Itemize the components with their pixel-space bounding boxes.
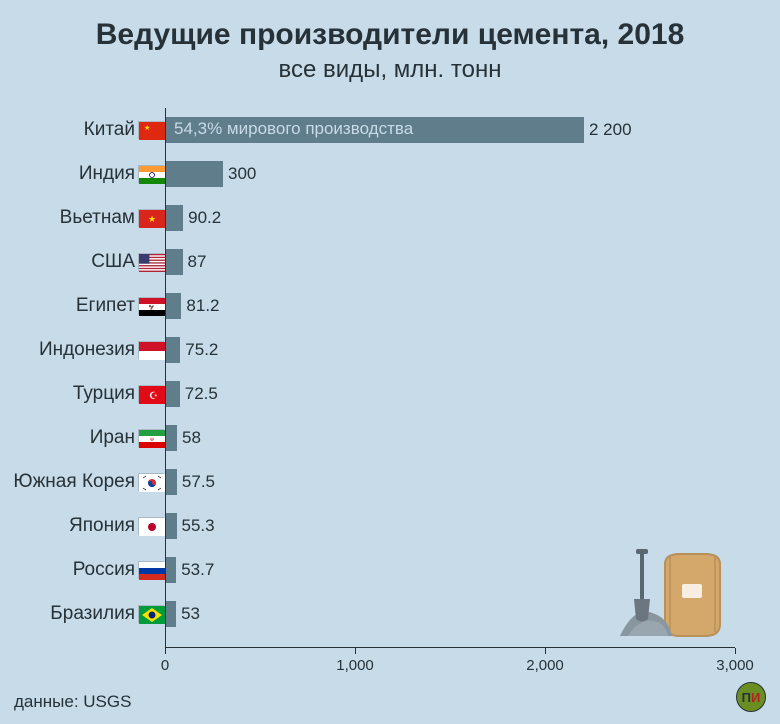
bar xyxy=(166,337,180,363)
bar xyxy=(166,557,176,583)
bar xyxy=(166,205,183,231)
chart-container: Ведущие производители цемента, 2018 все … xyxy=(0,0,780,724)
country-label: Бразилия xyxy=(5,592,135,636)
bar-value-label: 53 xyxy=(181,604,200,624)
bar-value-label: 81.2 xyxy=(186,296,219,316)
data-source: данные: USGS xyxy=(14,692,131,712)
flag-icon xyxy=(138,165,164,183)
country-label: Турция xyxy=(5,372,135,416)
bar-row: 300 xyxy=(165,152,735,196)
logo-char2: И xyxy=(751,690,760,705)
flag-icon: ☫ xyxy=(138,429,164,447)
bar-value-label: 2 200 xyxy=(589,120,632,140)
x-tick xyxy=(545,648,546,654)
bar xyxy=(166,513,177,539)
bar-row: 75.2 xyxy=(165,328,735,372)
x-tick-label: 0 xyxy=(161,657,169,674)
bar xyxy=(166,601,176,627)
bar-row: 57.5 xyxy=(165,460,735,504)
bar xyxy=(166,249,183,275)
bar-value-label: 53.7 xyxy=(181,560,214,580)
bar-value-label: 58 xyxy=(182,428,201,448)
logo: ПИ xyxy=(736,682,766,712)
x-tick xyxy=(735,648,736,654)
country-label: Южная Корея xyxy=(5,460,135,504)
country-label: США xyxy=(5,240,135,284)
country-label: Индонезия xyxy=(5,328,135,372)
bar xyxy=(166,161,223,187)
flag-icon: ★ xyxy=(138,121,164,139)
bar-row: 87 xyxy=(165,240,735,284)
svg-text:☪: ☪ xyxy=(149,391,158,402)
flag-icon xyxy=(138,561,164,579)
country-label: Египет xyxy=(5,284,135,328)
x-tick-label: 2,000 xyxy=(526,657,564,674)
country-label: Иран xyxy=(5,416,135,460)
bar-value-label: 90.2 xyxy=(188,208,221,228)
bar-value-label: 87 xyxy=(188,252,207,272)
flag-icon: ☪ xyxy=(138,385,164,403)
bar xyxy=(166,469,177,495)
bar xyxy=(166,293,181,319)
x-tick-label: 3,000 xyxy=(716,657,754,674)
bar-value-label: 57.5 xyxy=(182,472,215,492)
flag-icon: 🦅 xyxy=(138,297,164,315)
bar-row: 55.3 xyxy=(165,504,735,548)
flag-icon xyxy=(138,473,164,491)
svg-text:🦅: 🦅 xyxy=(149,304,155,311)
bar-value-label: 55.3 xyxy=(182,516,215,536)
flag-icon xyxy=(138,517,164,535)
bar-row: 72.5 xyxy=(165,372,735,416)
bar xyxy=(166,425,177,451)
country-label: Вьетнам xyxy=(5,196,135,240)
bar-value-label: 75.2 xyxy=(185,340,218,360)
bar-value-label: 72.5 xyxy=(185,384,218,404)
bar-inner-label: 54,3% мирового производства xyxy=(174,119,413,139)
flag-icon xyxy=(138,253,164,271)
bar xyxy=(166,381,180,407)
flag-icon xyxy=(138,605,164,623)
bar-value-label: 300 xyxy=(228,164,256,184)
svg-text:★: ★ xyxy=(144,124,150,132)
chart-title: Ведущие производители цемента, 2018 xyxy=(12,18,768,52)
chart-subtitle: все виды, млн. тонн xyxy=(12,56,768,84)
country-label: Россия xyxy=(5,548,135,592)
bar-row: 58 xyxy=(165,416,735,460)
country-label: Япония xyxy=(5,504,135,548)
svg-text:★: ★ xyxy=(148,214,156,224)
x-tick xyxy=(355,648,356,654)
country-label: Индия xyxy=(5,152,135,196)
bar-row: 90.2 xyxy=(165,196,735,240)
logo-char1: П xyxy=(742,690,751,705)
bar-row: 54,3% мирового производства 2 200 xyxy=(165,108,735,152)
bar: 54,3% мирового производства xyxy=(166,117,584,143)
flag-icon: ★ xyxy=(138,209,164,227)
cement-illustration xyxy=(610,544,730,644)
country-label: Китай xyxy=(5,108,135,152)
x-tick xyxy=(165,648,166,654)
flag-icon xyxy=(138,341,164,359)
x-axis xyxy=(165,647,735,648)
bar-row: 81.2 xyxy=(165,284,735,328)
x-tick-label: 1,000 xyxy=(336,657,374,674)
svg-text:☫: ☫ xyxy=(150,437,155,443)
